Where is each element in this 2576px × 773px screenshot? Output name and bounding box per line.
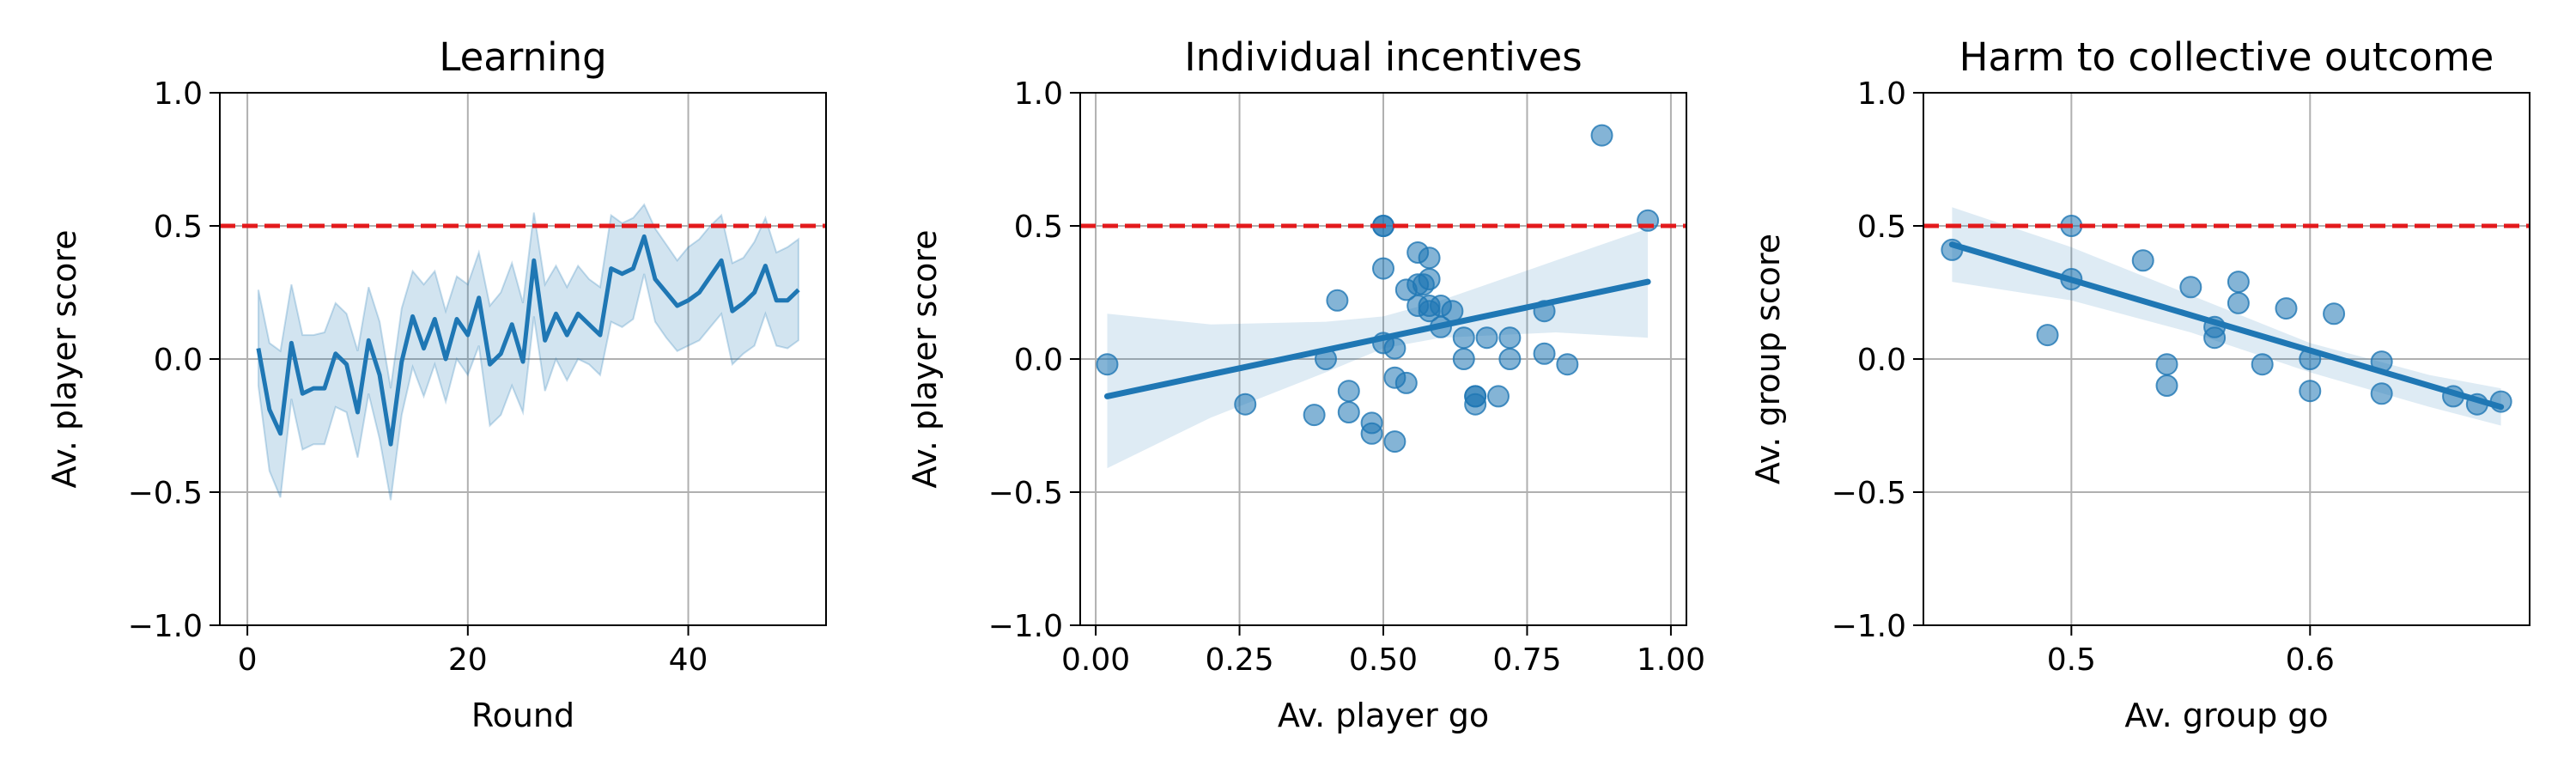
panel-3: 0.5 0.6 −1.0 −0.5 0.0 0.5 1.0 Harm to collectiv… (1749, 34, 2530, 734)
y-tick-label: −0.5 (988, 476, 1063, 511)
x-tick-label: 0.6 (2286, 642, 2335, 678)
scatter-point (2179, 276, 2202, 299)
y-axis-label: Av. player score (46, 229, 83, 488)
scatter-point (2203, 326, 2227, 350)
y-tick-label: 0.5 (1857, 210, 1906, 245)
scatter-point (1418, 247, 1441, 270)
series-line (256, 234, 800, 447)
scatter-point (1372, 257, 1394, 280)
y-tick-label: 0.5 (154, 210, 203, 245)
scatter-point (2275, 297, 2298, 320)
regression-line (1948, 241, 2505, 411)
y-tick-label: 1.0 (1857, 76, 1906, 112)
x-tick-label: 20 (448, 642, 488, 678)
y-axis-label: Av. player score (906, 229, 944, 488)
y-tick-label: 0.0 (1857, 343, 1906, 378)
x-tick-label: 0 (238, 642, 258, 678)
scatter-point (1234, 393, 1257, 416)
panel-2: 0.00 0.25 0.50 0.75 1.00 −1.0 −0.5 0.0 0.5 1.0 Ind… (906, 34, 1705, 734)
y-tick-label: 0.0 (154, 343, 203, 378)
scatter-point (1498, 348, 1522, 370)
y-tick-label: −0.5 (128, 476, 203, 511)
scatter-point (1486, 385, 1510, 408)
y-tick-label: −1.0 (988, 609, 1063, 644)
scatter-point (2227, 271, 2250, 294)
scatter-point (2131, 249, 2154, 272)
x-axis-label: Av. group go (2124, 697, 2328, 734)
scatter-point (1096, 353, 1119, 376)
scatter-point (1394, 371, 1418, 394)
x-tick-label: 1.00 (1637, 642, 1705, 678)
scatter-point (1383, 430, 1406, 453)
regression-band (1952, 207, 2501, 426)
scatter-point (1303, 404, 1326, 427)
x-tick-label: 0.75 (1492, 642, 1561, 678)
scatter-point (1337, 380, 1360, 403)
scatter-point (2155, 353, 2178, 376)
regression-line (1103, 278, 1651, 399)
scatter-point (2155, 374, 2178, 397)
y-tick-label: 1.0 (154, 76, 203, 112)
y-axis-label: Av. group score (1749, 234, 1787, 484)
x-axis-label: Av. player go (1278, 697, 1489, 734)
scatter-point (1452, 326, 1475, 350)
scatter-point (1326, 289, 1349, 312)
scatter-point (2370, 382, 2393, 405)
panel-1: 0 20 40 −1.0 −0.5 0.0 0.5 1.0 Learning Round Av. p… (46, 34, 827, 734)
y-tick-label: 0.0 (1014, 343, 1063, 378)
scatter-point (1337, 401, 1360, 423)
scatter-point (1464, 393, 1487, 416)
scatter-point (1383, 337, 1406, 360)
scatter-point (1475, 326, 1498, 350)
scatter-point (1441, 300, 1464, 323)
scatter-point (1533, 342, 1556, 365)
scatter-point (2227, 291, 2250, 314)
x-tick-label: 0.5 (2047, 642, 2096, 678)
x-tick-label: 0.25 (1205, 642, 1273, 678)
y-tick-label: 1.0 (1014, 76, 1063, 112)
x-tick-label: 0.00 (1061, 642, 1130, 678)
scatter-point (1418, 268, 1441, 290)
x-tick-label: 0.50 (1349, 642, 1418, 678)
scatter-point (1498, 326, 1522, 350)
y-tick-label: 0.5 (1014, 210, 1063, 245)
x-axis-label: Round (471, 697, 574, 734)
scatter-point (2299, 380, 2322, 403)
scatter-point (1590, 124, 1613, 147)
scatter-point (1452, 348, 1475, 370)
scatter-point (2036, 324, 2059, 347)
y-tick-label: −1.0 (1832, 609, 1906, 644)
scatter-point (2251, 353, 2274, 376)
x-tick-label: 40 (669, 642, 708, 678)
scatter-point (1556, 353, 1579, 376)
chart-title: Learning (439, 34, 606, 80)
chart-title: Individual incentives (1184, 34, 1582, 80)
chart-title: Harm to collective outcome (1959, 34, 2494, 80)
scatter-point (2323, 302, 2346, 326)
confidence-band (257, 203, 799, 501)
y-tick-label: −0.5 (1832, 476, 1906, 511)
scatter-point (1360, 422, 1383, 445)
y-tick-label: −1.0 (128, 609, 203, 644)
